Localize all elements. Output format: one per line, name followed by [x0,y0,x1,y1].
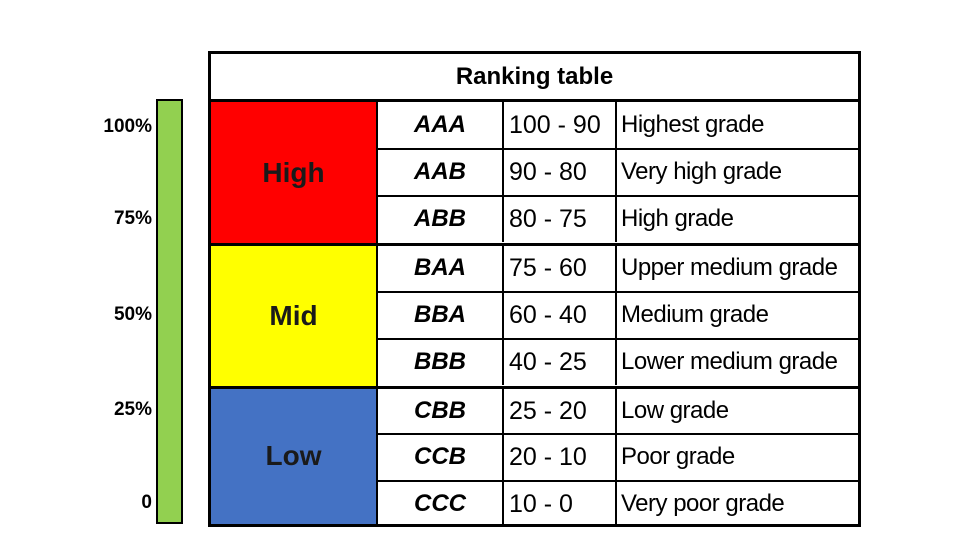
score-range: 40 - 25 [504,339,617,385]
row-divider [378,291,861,293]
grade-description: Upper medium grade [621,254,838,281]
grade-description: Lower medium grade [621,348,838,375]
score-range: 25 - 20 [504,388,617,434]
table-row: BAA 75 - 60 Upper medium grade [378,245,861,291]
grade-code: BAA [378,245,504,291]
score-range: 100 - 90 [504,102,617,148]
row-divider [378,338,861,340]
row-divider [378,148,861,150]
band-high: High [211,102,378,244]
grade-description: Very poor grade [621,490,785,517]
grade-description: Very high grade [621,158,782,185]
table-row: ABB 80 - 75 High grade [378,196,861,242]
row-divider [378,433,861,435]
table-row: CCB 20 - 10 Poor grade [378,434,861,480]
grade-description: Poor grade [621,443,735,470]
score-range: 90 - 80 [504,149,617,195]
scale-label-50: 50% [113,304,152,325]
scale-label-25: 25% [113,399,152,420]
band-divider [211,243,861,246]
table-row: AAB 90 - 80 Very high grade [378,149,861,195]
grade-code: AAA [378,102,504,148]
grade-code: CBB [378,388,504,434]
table-row: CBB 25 - 20 Low grade [378,388,861,434]
grade-code: AAB [378,149,504,195]
scale-label-100: 100% [103,116,152,137]
row-divider [378,480,861,482]
grade-code: CCB [378,434,504,480]
table-row: AAA 100 - 90 Highest grade [378,102,861,148]
band-divider [211,386,861,389]
row-divider [378,195,861,197]
grade-code: BBB [378,339,504,385]
grade-description: Highest grade [621,111,764,138]
score-range: 80 - 75 [504,196,617,242]
table-row: BBB 40 - 25 Lower medium grade [378,339,861,385]
band-low: Low [211,387,378,524]
score-range: 10 - 0 [504,481,617,527]
score-range: 20 - 10 [504,434,617,480]
band-mid: Mid [211,244,378,387]
score-range: 75 - 60 [504,245,617,291]
ranking-table: Ranking table High Mid Low AAA 100 - 90 … [208,51,861,527]
table-row: BBA 60 - 40 Medium grade [378,292,861,338]
scale-label-0: 0 [141,492,152,513]
grade-description: Low grade [621,397,729,424]
grade-description: High grade [621,205,734,232]
grade-code: CCC [378,481,504,527]
table-row: CCC 10 - 0 Very poor grade [378,481,861,527]
score-range: 60 - 40 [504,292,617,338]
scale-bar [156,99,183,524]
grade-code: BBA [378,292,504,338]
table-title: Ranking table [211,54,858,102]
scale-label-75: 75% [113,208,152,229]
grade-code: ABB [378,196,504,242]
grade-description: Medium grade [621,301,769,328]
